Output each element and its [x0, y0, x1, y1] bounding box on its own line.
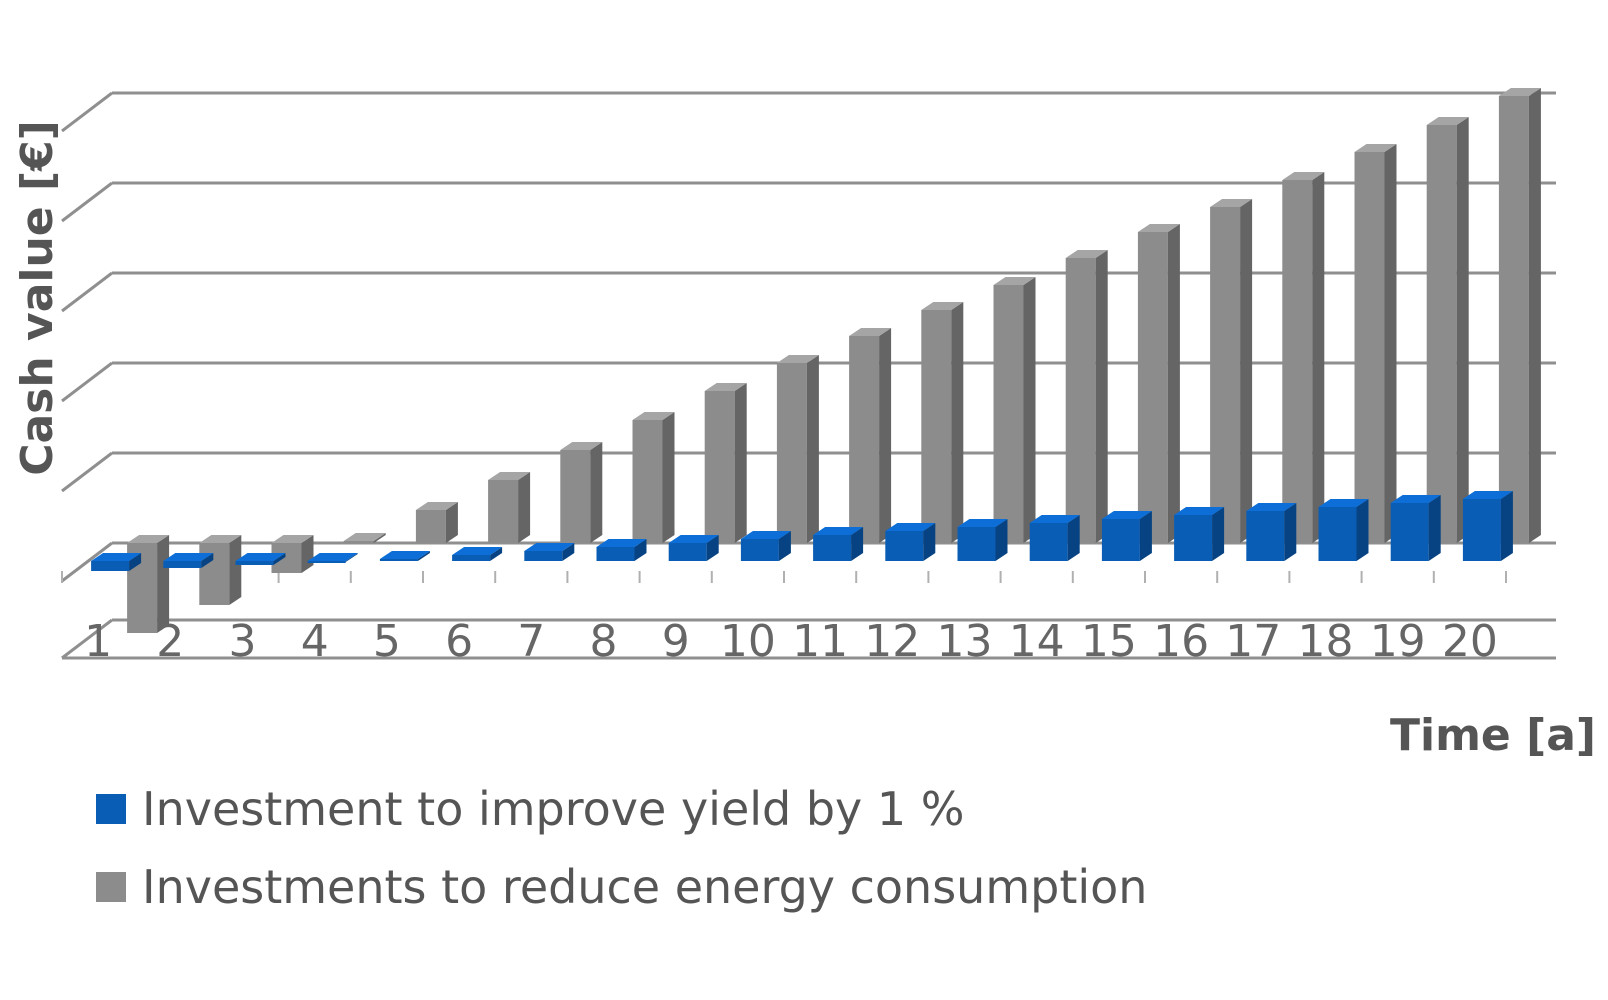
bar-yield-13	[957, 519, 1008, 561]
legend-swatch-yield	[96, 794, 126, 824]
bar-energy-12	[921, 302, 964, 543]
bar-yield-17	[1246, 503, 1297, 561]
bar-yield-9	[668, 535, 719, 561]
bar-yield-19	[1390, 495, 1441, 561]
legend-item-energy: Investments to reduce energy consumption	[96, 848, 1147, 926]
x-tick-label: 12	[864, 616, 920, 667]
bar-energy-18	[1354, 144, 1397, 543]
bar-yield-10	[740, 531, 791, 561]
bar-energy-19	[1426, 117, 1469, 543]
bar-energy-10	[776, 355, 819, 543]
bar-energy-5	[415, 502, 458, 543]
x-tick-label: 11	[792, 616, 848, 667]
y-axis-title: Cash value [€]	[12, 120, 63, 476]
bar-energy-20	[1498, 88, 1541, 543]
x-tick-label: 7	[517, 616, 545, 667]
x-tick-labels: 1 2 3 4 5 6 7 8 9 10 11 12 13 14 15 16 17 18 19 20	[84, 616, 1498, 667]
series-energy-bars	[127, 88, 1541, 633]
bar-yield-11	[813, 527, 864, 561]
bar-yield-4	[307, 553, 358, 563]
x-tick-label: 14	[1009, 616, 1065, 667]
x-tick-label: 13	[937, 616, 993, 667]
bar-yield-7	[524, 543, 575, 561]
gridline-side	[61, 91, 113, 133]
x-tick-label: 18	[1298, 616, 1354, 667]
bar-energy-15	[1137, 224, 1180, 543]
x-axis-title: Time [a]	[1389, 710, 1596, 761]
x-tick-label: 2	[156, 616, 184, 667]
x-tick-label: 4	[301, 616, 329, 667]
gridline-side	[61, 361, 113, 403]
grid-lines	[61, 91, 1556, 660]
legend: Investment to improve yield by 1 % Inves…	[96, 770, 1147, 926]
x-tick-label: 3	[229, 616, 257, 667]
bar-yield-20	[1462, 491, 1513, 561]
bar-yield-16	[1174, 507, 1225, 561]
x-tick-label: 6	[445, 616, 473, 667]
bar-energy-11	[849, 328, 892, 543]
bar-yield-14	[1029, 515, 1080, 561]
bar-yield-12	[885, 523, 936, 561]
bar-energy-7	[560, 442, 603, 543]
bar-yield-1	[91, 553, 142, 571]
bar-yield-18	[1318, 499, 1369, 561]
x-tick-label: 5	[373, 616, 401, 667]
bar-energy-6	[488, 472, 531, 543]
gridline-side	[61, 271, 113, 313]
x-tick-label: 19	[1370, 616, 1426, 667]
x-tick-label: 10	[720, 616, 776, 667]
x-tick-label: 1	[84, 616, 112, 667]
bar-energy-4	[343, 533, 386, 543]
x-tick-label: 20	[1442, 616, 1498, 667]
bar-yield-2	[163, 553, 214, 568]
bar-energy-17	[1282, 172, 1325, 543]
x-tick-label: 8	[590, 616, 618, 667]
gridline-side	[61, 451, 113, 493]
x-tick-label: 17	[1225, 616, 1281, 667]
x-tick-label: 15	[1081, 616, 1137, 667]
bar-energy-14	[1065, 250, 1108, 543]
bar-yield-8	[596, 539, 647, 561]
bar-yield-3	[235, 553, 286, 565]
bar-yield-5	[379, 551, 430, 561]
bar-energy-16	[1210, 199, 1253, 543]
x-tick-label: 16	[1153, 616, 1209, 667]
legend-label-energy: Investments to reduce energy consumption	[142, 860, 1148, 914]
legend-item-yield: Investment to improve yield by 1 %	[96, 770, 1147, 848]
bar-energy-8	[632, 412, 675, 543]
legend-swatch-energy	[96, 872, 126, 902]
legend-label-yield: Investment to improve yield by 1 %	[142, 782, 965, 836]
bar-energy-2	[199, 535, 242, 605]
bar-yield-6	[452, 547, 503, 561]
gridline-side	[61, 181, 113, 223]
series-yield-bars	[91, 491, 1513, 571]
bar-energy-9	[704, 383, 747, 543]
gridline-side	[61, 541, 113, 583]
bar-energy-13	[993, 277, 1036, 543]
floor-side-edge	[61, 618, 113, 660]
bar-energy-1	[127, 535, 170, 633]
x-tick-label: 9	[662, 616, 690, 667]
bar-yield-15	[1101, 511, 1152, 561]
